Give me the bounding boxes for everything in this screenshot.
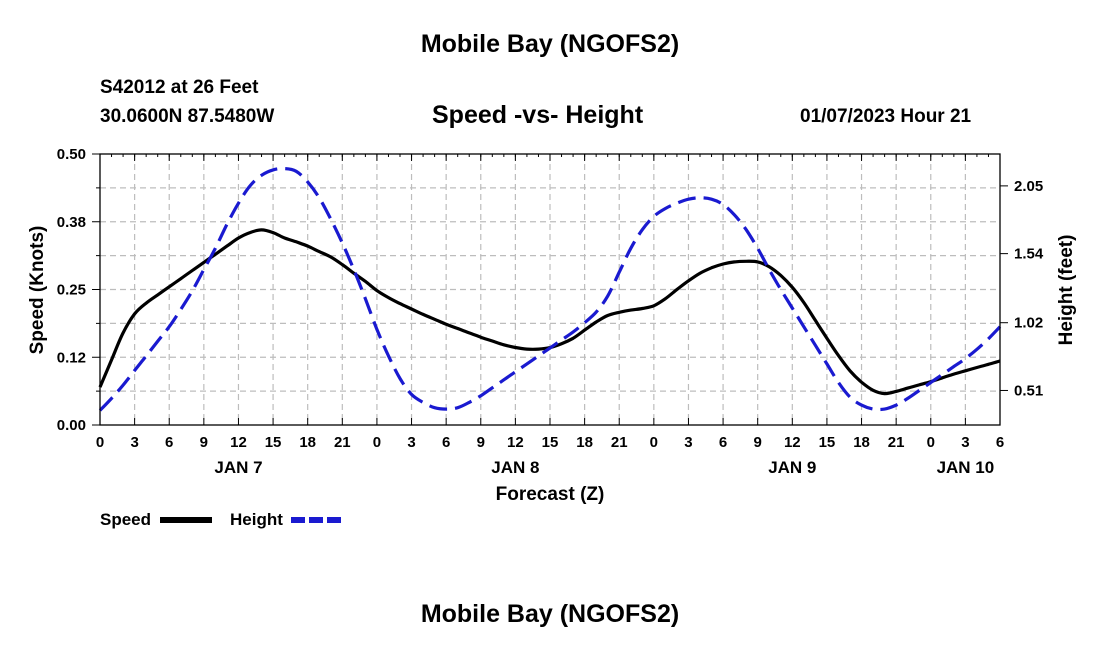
y-axis-label: Speed (Knots) xyxy=(27,226,48,355)
y2-tick-label: 1.54 xyxy=(1014,246,1044,263)
forecast-datetime: 01/07/2023 Hour 21 xyxy=(800,106,972,127)
x-tick-label: 0 xyxy=(373,434,381,451)
legend-speed-label: Speed xyxy=(100,510,151,529)
x-tick-label: 21 xyxy=(888,434,905,451)
x-tick-label: 15 xyxy=(542,434,559,451)
x-day-label: JAN 10 xyxy=(937,458,995,477)
y2-tick-label: 1.02 xyxy=(1014,315,1043,332)
x-tick-label: 0 xyxy=(96,434,104,451)
y-tick-label: 0.50 xyxy=(57,146,86,163)
x-day-label: JAN 7 xyxy=(214,458,262,477)
y-tick-label: 0.38 xyxy=(57,214,86,231)
x-tick-label: 12 xyxy=(784,434,801,451)
y2-tick-label: 2.05 xyxy=(1014,178,1043,195)
x-tick-label: 18 xyxy=(853,434,870,451)
x-tick-label: 21 xyxy=(334,434,351,451)
x-day-label: JAN 8 xyxy=(491,458,539,477)
x-day-label: JAN 9 xyxy=(768,458,816,477)
x-tick-label: 21 xyxy=(611,434,628,451)
x-tick-label: 0 xyxy=(927,434,935,451)
x-tick-label: 12 xyxy=(230,434,247,451)
x-axis-label: Forecast (Z) xyxy=(496,484,605,505)
station-coordinates: 30.0600N 87.5480W xyxy=(100,106,275,127)
x-tick-label: 3 xyxy=(407,434,415,451)
chart-subtitle: Speed -vs- Height xyxy=(432,101,644,129)
x-tick-label: 12 xyxy=(507,434,524,451)
legend-height-label: Height xyxy=(230,510,283,529)
y-tick-label: 0.00 xyxy=(57,417,86,434)
x-tick-label: 6 xyxy=(442,434,450,451)
y-tick-label: 0.12 xyxy=(57,349,86,366)
x-tick-label: 15 xyxy=(819,434,836,451)
legend: Speed Height xyxy=(100,510,343,529)
station-label: S42012 at 26 Feet xyxy=(100,77,259,98)
y-tick-label: 0.25 xyxy=(57,282,86,299)
x-tick-label: 18 xyxy=(299,434,316,451)
x-tick-label: 6 xyxy=(996,434,1004,451)
grid-lines xyxy=(100,154,1000,425)
x-tick-label: 9 xyxy=(200,434,208,451)
x-tick-label: 15 xyxy=(265,434,282,451)
y2-tick-label: 0.51 xyxy=(1014,382,1043,399)
x-tick-label: 6 xyxy=(719,434,727,451)
x-tick-label: 18 xyxy=(576,434,593,451)
x-tick-label: 3 xyxy=(684,434,692,451)
y2-axis-label: Height (feet) xyxy=(1056,235,1077,346)
x-tick-label: 9 xyxy=(754,434,762,451)
axes: 0 3 6 9 12 15 18 21 0 3 6 9 12 15 18 21 0 3 6 9 12 15 18 21 0 3 6J… xyxy=(57,146,1044,477)
footer-title: Mobile Bay (NGOFS2) xyxy=(420,600,680,628)
height-series-line xyxy=(98,166,1002,412)
x-tick-label: 3 xyxy=(961,434,969,451)
series-lines xyxy=(98,166,1002,412)
chart-title: Mobile Bay (NGOFS2) xyxy=(420,30,680,58)
x-tick-label: 9 xyxy=(477,434,485,451)
x-tick-label: 6 xyxy=(165,434,173,451)
x-tick-label: 0 xyxy=(650,434,658,451)
x-tick-label: 3 xyxy=(130,434,138,451)
